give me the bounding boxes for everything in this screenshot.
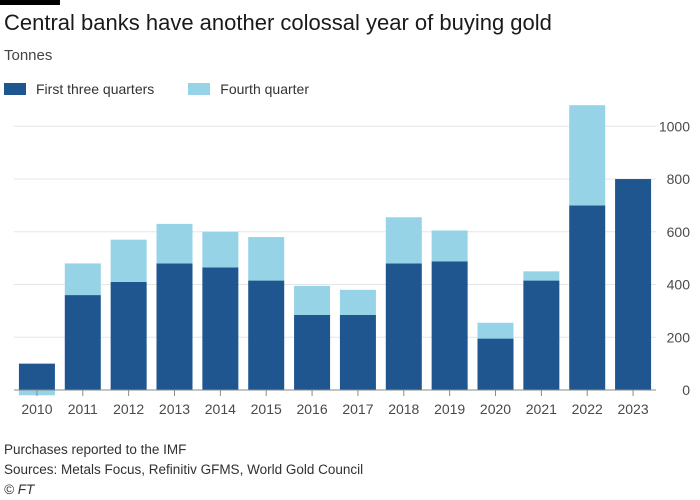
x-tick-label: 2016	[296, 401, 327, 417]
bar-first-three-quarters-2013	[156, 263, 193, 390]
bar-first-three-quarters-2023	[615, 179, 652, 390]
stacked-bar-chart: 0 200 400 600 800 1000 2010 2011 2012 2013 2014 201…	[14, 105, 691, 417]
legend-swatch-first-three-quarters	[4, 83, 26, 95]
bar-fourth-quarter-2018	[385, 217, 422, 264]
legend-label-first-three-quarters: First three quarters	[36, 81, 155, 97]
bar-fourth-quarter-2016	[294, 285, 331, 315]
y-tick-label: 600	[667, 224, 691, 240]
bar-first-three-quarters-2022	[569, 205, 606, 390]
bar-first-three-quarters-2010	[18, 363, 55, 390]
sources-line: Sources: Metals Focus, Refinitiv GFMS, W…	[4, 462, 364, 477]
ft-top-rule	[0, 0, 60, 5]
x-tick-label: 2019	[434, 401, 465, 417]
x-tick-label: 2018	[388, 401, 419, 417]
legend-swatch-fourth-quarter	[188, 83, 211, 95]
x-tick-label: 2022	[572, 401, 603, 417]
bar-first-three-quarters-2017	[339, 314, 376, 390]
x-tick-label: 2014	[205, 401, 236, 417]
bar-first-three-quarters-2015	[248, 280, 285, 390]
bar-first-three-quarters-2011	[64, 295, 101, 390]
x-tick-label: 2023	[617, 401, 648, 417]
legend-item-fourth-quarter: Fourth quarter	[188, 81, 309, 97]
x-tick-label: 2011	[68, 401, 98, 417]
y-tick-label: 200	[667, 329, 691, 345]
bar-first-three-quarters-2016	[294, 314, 331, 390]
y-tick-label: 800	[667, 171, 691, 187]
bar-first-three-quarters-2020	[477, 338, 514, 390]
bar-first-three-quarters-2021	[523, 280, 560, 390]
chart-legend: First three quarters Fourth quarter	[4, 80, 343, 98]
x-tick-label: 2017	[342, 401, 373, 417]
bar-fourth-quarter-2021	[523, 271, 560, 281]
bar-fourth-quarter-2022	[569, 105, 606, 206]
ft-credit: © FT	[4, 482, 35, 497]
x-tick-label: 2012	[113, 401, 144, 417]
bar-fourth-quarter-2017	[339, 289, 376, 315]
x-tick-label: 2021	[526, 401, 557, 417]
bar-fourth-quarter-2012	[110, 239, 147, 282]
x-tick-label: 2010	[21, 401, 52, 417]
bar-fourth-quarter-2015	[248, 237, 285, 281]
y-tick-label: 1000	[659, 118, 690, 134]
x-tick-label: 2020	[480, 401, 511, 417]
bar-first-three-quarters-2019	[431, 261, 468, 390]
x-tick-label: 2013	[159, 401, 190, 417]
legend-item-first-three-quarters: First three quarters	[4, 81, 154, 97]
legend-label-fourth-quarter: Fourth quarter	[220, 81, 309, 97]
bar-first-three-quarters-2018	[385, 263, 422, 390]
bar-fourth-quarter-2019	[431, 230, 468, 262]
bar-fourth-quarter-2014	[202, 231, 239, 268]
bar-fourth-quarter-2020	[477, 322, 514, 339]
bar-fourth-quarter-2011	[64, 263, 101, 296]
chart-title: Central banks have another colossal year…	[4, 10, 552, 35]
x-tick-label: 2015	[251, 401, 282, 417]
bar-first-three-quarters-2012	[110, 281, 147, 390]
y-tick-label: 0	[682, 382, 690, 398]
bar-fourth-quarter-2013	[156, 223, 193, 264]
bar-first-three-quarters-2014	[202, 267, 239, 390]
footnote: Purchases reported to the IMF	[4, 442, 187, 457]
chart-subtitle-units: Tonnes	[4, 47, 53, 64]
y-tick-label: 400	[667, 277, 691, 293]
